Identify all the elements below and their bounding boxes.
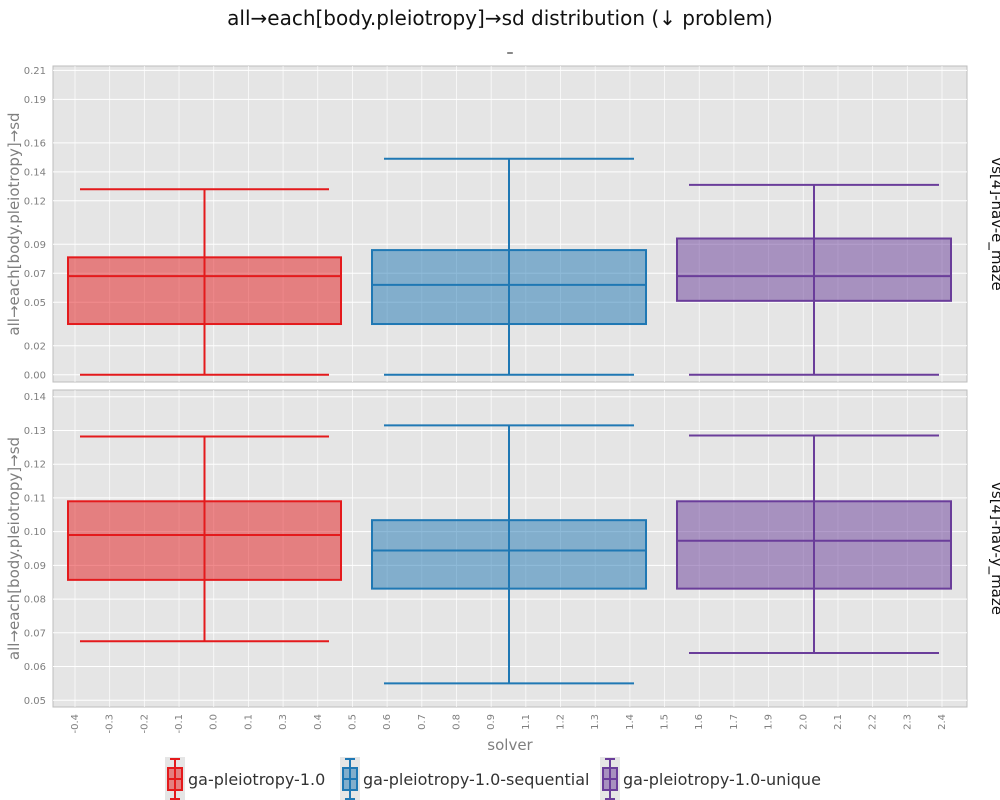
x-tick-label: 0.1 <box>243 714 254 730</box>
x-tick-label: 0.8 <box>451 714 462 730</box>
legend-label: ga-pleiotropy-1.0 <box>188 770 325 789</box>
x-tick-label: 0.0 <box>209 714 220 730</box>
x-tick-label: 1.2 <box>556 714 567 730</box>
x-tick-label: 1.9 <box>764 714 775 730</box>
box-iqr <box>676 500 952 590</box>
panel-2: 0.05 0.06 0.07 0.08 0.09 0.10 0.11 0.12 0.13 0.14… <box>5 389 1000 708</box>
y-tick-label: 0.05 <box>24 696 46 707</box>
y-tick-label: 0.09 <box>24 561 46 572</box>
y-tick-label: 0.07 <box>24 628 46 639</box>
box-iqr <box>371 519 647 590</box>
x-tick-label: 1.4 <box>625 714 636 730</box>
y-tick-label: 0.07 <box>24 269 46 280</box>
legend-item-ga-pleiotropy-1.0-sequential: ga-pleiotropy-1.0-sequential <box>340 757 589 800</box>
x-tick-label: 1.1 <box>521 714 532 730</box>
y-tick-label: 0.02 <box>24 341 46 352</box>
x-tick-label: 2.0 <box>798 714 809 730</box>
x-tick-label: 1.7 <box>729 714 740 730</box>
y-tick-label: 0.08 <box>24 595 46 606</box>
x-tick-label: -0.2 <box>139 714 150 734</box>
y-tick-label: 0.00 <box>24 370 46 381</box>
x-tick-label: 0.5 <box>347 714 358 730</box>
legend-item-ga-pleiotropy-1.0: ga-pleiotropy-1.0 <box>165 757 325 800</box>
x-tick-label: 2.3 <box>902 714 913 730</box>
y-tick-label: 0.12 <box>24 196 46 207</box>
x-tick-label: 1.6 <box>694 714 705 730</box>
y-tick-label: 0.21 <box>24 66 46 77</box>
box-ga-pleiotropy-1.0-unique <box>676 183 952 376</box>
x-tick-label: 0.9 <box>486 714 497 730</box>
x-axis-title: solver <box>487 736 533 754</box>
chart-title: all→each[body.pleiotropy]→sd distributio… <box>227 6 773 30</box>
y-tick-label: 0.12 <box>24 460 46 471</box>
box-ga-pleiotropy-1.0 <box>67 435 342 643</box>
box-iqr <box>371 249 647 326</box>
x-tick-label: 2.4 <box>937 714 948 730</box>
x-tick-label: 0.7 <box>417 714 428 730</box>
facet-label: vs[4]-nav-y_maze <box>987 482 1000 615</box>
x-tick-label: 2.1 <box>833 714 844 730</box>
box-iqr <box>676 237 952 302</box>
y-tick-label: 0.09 <box>24 240 46 251</box>
box-iqr <box>67 500 342 581</box>
box-ga-pleiotropy-1.0 <box>67 188 342 376</box>
y-tick-label: 0.16 <box>24 138 46 149</box>
y-tick-label: 0.14 <box>24 167 46 178</box>
y-axis-title: all→each[body.pleiotropy]→sd <box>5 437 23 660</box>
x-tick-label: -0.3 <box>105 714 116 734</box>
x-tick-label: 0.3 <box>278 714 289 730</box>
y-tick-label: 0.19 <box>24 95 46 106</box>
legend-label: ga-pleiotropy-1.0-unique <box>623 770 821 789</box>
x-tick-label: 0.6 <box>382 714 393 730</box>
y-tick-label: 0.14 <box>24 392 46 403</box>
y-tick-label: 0.05 <box>24 298 46 309</box>
x-tick-label: 1.3 <box>590 714 601 730</box>
box-ga-pleiotropy-1.0-sequential <box>371 157 647 376</box>
legend-label: ga-pleiotropy-1.0-sequential <box>363 770 589 789</box>
y-axis-title: all→each[body.pleiotropy]→sd <box>5 112 23 335</box>
panel-1: 0.00 0.02 0.05 0.07 0.09 0.12 0.14 0.16 0.19 0.21… <box>5 65 1000 383</box>
legend-item-ga-pleiotropy-1.0-unique: ga-pleiotropy-1.0-unique <box>600 757 821 800</box>
x-tick-label: 1.5 <box>660 714 671 730</box>
x-tick-label: 0.4 <box>313 714 324 730</box>
y-tick-label: 0.06 <box>24 662 46 673</box>
y-tick-label: 0.11 <box>24 493 46 504</box>
box-ga-pleiotropy-1.0-unique <box>676 434 952 655</box>
x-tick-label: -0.4 <box>70 714 81 734</box>
box-iqr <box>67 256 342 326</box>
y-tick-label: 0.10 <box>24 527 46 538</box>
facet-label: vs[4]-nav-e_maze <box>987 157 1000 291</box>
x-tick-label: -0.1 <box>174 714 185 734</box>
chart-subtitle: – <box>507 45 514 61</box>
y-tick-label: 0.13 <box>24 426 46 437</box>
x-tick-label: 2.2 <box>868 714 879 730</box>
box-ga-pleiotropy-1.0-sequential <box>371 424 647 685</box>
